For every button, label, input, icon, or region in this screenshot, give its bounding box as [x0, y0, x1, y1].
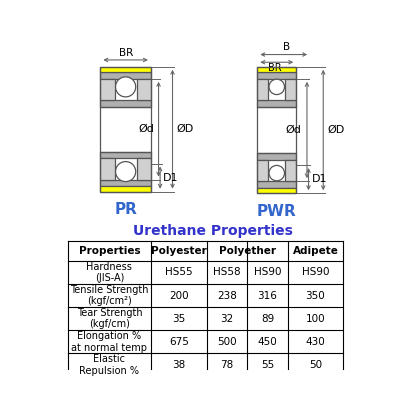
Text: 100: 100	[306, 314, 325, 324]
Bar	[258, 67, 296, 107]
Bar	[258, 72, 296, 79]
Bar	[100, 67, 151, 107]
Text: 316: 316	[258, 290, 277, 300]
Text: 350: 350	[306, 290, 325, 300]
Bar	[100, 67, 151, 72]
Bar	[285, 79, 296, 100]
Text: HS90: HS90	[254, 267, 281, 277]
Text: BR: BR	[119, 47, 133, 58]
Text: BR: BR	[268, 63, 282, 73]
Text: 500: 500	[217, 337, 237, 347]
Bar	[258, 160, 268, 181]
Text: 35: 35	[173, 314, 186, 324]
Text: HS90: HS90	[302, 267, 329, 277]
Text: Hardness
(JIS-A): Hardness (JIS-A)	[87, 262, 132, 283]
Bar	[100, 186, 151, 192]
Text: Properties: Properties	[79, 246, 140, 256]
Text: D1: D1	[163, 173, 179, 183]
Bar	[100, 79, 114, 100]
Text: 675: 675	[169, 337, 189, 347]
Bar	[285, 160, 296, 181]
Text: B: B	[283, 42, 290, 52]
Text: PWR: PWR	[257, 204, 297, 219]
Bar	[100, 151, 151, 192]
Bar	[100, 67, 151, 107]
Bar	[258, 153, 296, 193]
Text: 200: 200	[169, 290, 189, 300]
Bar	[258, 181, 296, 188]
Text: 450: 450	[258, 337, 277, 347]
Circle shape	[116, 161, 136, 182]
Text: Urethane Properties: Urethane Properties	[133, 224, 293, 238]
Text: HS55: HS55	[165, 267, 193, 277]
Text: Elastic
Repulsion %: Elastic Repulsion %	[79, 354, 139, 376]
Text: 430: 430	[306, 337, 325, 347]
Text: 32: 32	[220, 314, 234, 324]
Bar	[258, 67, 296, 72]
Bar	[100, 180, 151, 186]
Text: Polyether: Polyether	[219, 246, 276, 256]
Bar	[258, 79, 268, 100]
Text: PR: PR	[114, 202, 137, 218]
Bar	[100, 72, 151, 79]
Text: Elongation %
at normal temp: Elongation % at normal temp	[72, 331, 147, 352]
Text: 38: 38	[173, 360, 186, 370]
Bar	[258, 188, 296, 193]
Bar	[100, 100, 151, 107]
Text: Adipete: Adipete	[292, 246, 339, 256]
Bar	[100, 158, 114, 180]
Bar	[100, 151, 151, 158]
Text: Tensile Strength
(kgf/cm²): Tensile Strength (kgf/cm²)	[70, 285, 149, 306]
Circle shape	[269, 166, 285, 181]
Text: D1: D1	[312, 174, 327, 184]
Text: ØD: ØD	[327, 125, 344, 135]
Bar	[100, 151, 151, 192]
Text: Ød: Ød	[139, 124, 154, 134]
Bar	[258, 67, 296, 107]
Circle shape	[116, 77, 136, 97]
Bar	[137, 158, 151, 180]
Text: ØD: ØD	[176, 124, 193, 134]
Text: Tear Strength
(kgf/cm): Tear Strength (kgf/cm)	[77, 308, 142, 329]
Bar	[137, 79, 151, 100]
Text: 78: 78	[220, 360, 234, 370]
Text: 55: 55	[261, 360, 274, 370]
Bar	[258, 100, 296, 107]
Text: Ød: Ød	[285, 125, 301, 135]
Bar	[258, 153, 296, 160]
Text: Polyester: Polyester	[151, 246, 207, 256]
Bar	[258, 153, 296, 193]
Circle shape	[269, 79, 285, 94]
Text: 89: 89	[261, 314, 274, 324]
Text: 238: 238	[217, 290, 237, 300]
Text: 50: 50	[309, 360, 322, 370]
Text: HS58: HS58	[213, 267, 241, 277]
